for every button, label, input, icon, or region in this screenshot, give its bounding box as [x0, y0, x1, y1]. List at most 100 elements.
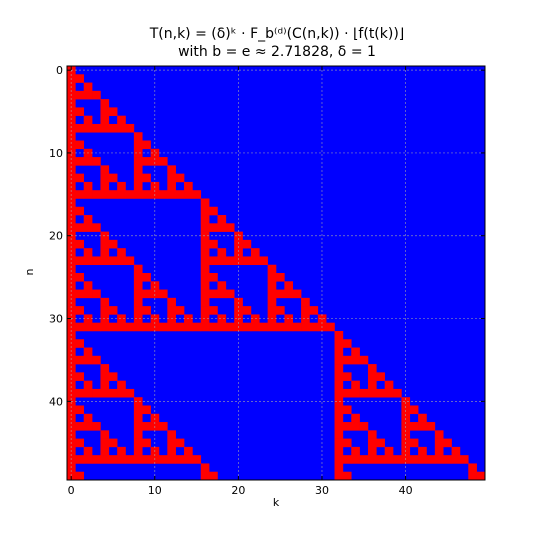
- heatmap-cell: [200, 223, 210, 232]
- heatmap-cell: [100, 430, 110, 439]
- heatmap-cell: [150, 289, 160, 299]
- heatmap-cell: [209, 471, 218, 481]
- heatmap-cell: [133, 264, 143, 274]
- heatmap-cell: [192, 455, 202, 464]
- heatmap-cell: [250, 256, 260, 266]
- heatmap-cell: [108, 438, 118, 448]
- heatmap-cell: [75, 339, 85, 348]
- heatmap-cell: [418, 422, 427, 431]
- heatmap-cell: [276, 273, 285, 282]
- heatmap-cell: [434, 438, 444, 448]
- heatmap-cell: [83, 355, 93, 365]
- heatmap-cell: [117, 190, 126, 199]
- heatmap-cell: [225, 256, 235, 266]
- heatmap-cell: [100, 248, 110, 257]
- heatmap-cell: [309, 322, 319, 332]
- heatmap-cell: [92, 157, 101, 166]
- heatmap-cell: [242, 322, 252, 332]
- heatmap-cell: [108, 190, 118, 199]
- heatmap-cell: [133, 281, 143, 290]
- heatmap-cell: [142, 190, 151, 199]
- heatmap-cell: [108, 256, 118, 266]
- heatmap-cell: [108, 123, 118, 133]
- heatmap-cell: [167, 430, 176, 439]
- heatmap-cell: [142, 157, 151, 166]
- heatmap-cell: [342, 339, 352, 348]
- heatmap-cell: [83, 281, 93, 290]
- heatmap-cell: [133, 422, 143, 431]
- heatmap-cell: [209, 256, 218, 266]
- heatmap-cell: [250, 322, 260, 332]
- heatmap-cell: [334, 355, 344, 365]
- heatmap-cell: [100, 372, 110, 381]
- heatmap-cell: [167, 173, 176, 183]
- heatmap-cell: [75, 306, 85, 315]
- heatmap-cell: [75, 140, 85, 150]
- plot-frame: [66, 65, 486, 481]
- heatmap-cell: [83, 190, 93, 199]
- heatmap-cell: [267, 289, 277, 299]
- heatmap-cell: [401, 405, 411, 415]
- heatmap-cell: [142, 405, 151, 415]
- heatmap-cell: [267, 306, 277, 315]
- heatmap-cell: [133, 190, 143, 199]
- heatmap-cell: [192, 322, 202, 332]
- heatmap-cell: [92, 388, 101, 398]
- heatmap-cell: [133, 306, 143, 315]
- heatmap-cell: [393, 455, 402, 464]
- heatmap-cell: [133, 289, 143, 299]
- heatmap-cell: [158, 289, 168, 299]
- heatmap-cell: [117, 181, 126, 191]
- y-tick-label: 30: [49, 313, 63, 326]
- heatmap-cell: [217, 248, 227, 257]
- heatmap-cell: [434, 455, 444, 464]
- heatmap-cell: [100, 107, 110, 116]
- heatmap-cell: [100, 239, 110, 249]
- heatmap-cell: [158, 322, 168, 332]
- heatmap-cell: [342, 438, 352, 448]
- heatmap-cell: [108, 455, 118, 464]
- heatmap-cell: [133, 173, 143, 183]
- heatmap-cell: [334, 446, 344, 456]
- heatmap-cell: [334, 455, 344, 464]
- heatmap-cell: [276, 289, 285, 299]
- heatmap-cell: [217, 256, 227, 266]
- heatmap-cell: [209, 273, 218, 282]
- heatmap-cell: [351, 355, 360, 365]
- heatmap-cell: [284, 281, 294, 290]
- heatmap-cell: [108, 306, 118, 315]
- heatmap-cell: [334, 430, 344, 439]
- heatmap-cell: [409, 438, 419, 448]
- heatmap-cell: [351, 446, 360, 456]
- heatmap-cell: [100, 256, 110, 266]
- heatmap-cell: [83, 123, 93, 133]
- heatmap-cell: [100, 306, 110, 315]
- heatmap-cell: [117, 455, 126, 464]
- heatmap-cell: [92, 123, 101, 133]
- heatmap-cell: [133, 314, 143, 323]
- heatmap-cell: [75, 157, 85, 166]
- heatmap-cell: [100, 165, 110, 174]
- heatmap-cell: [67, 157, 76, 166]
- heatmap-cell: [351, 422, 360, 431]
- heatmap-cell: [234, 248, 243, 257]
- heatmap-cell: [301, 314, 310, 323]
- heatmap-cell: [351, 380, 360, 390]
- heatmap-cell: [100, 297, 110, 307]
- heatmap-cell: [67, 388, 76, 398]
- heatmap-cell: [117, 248, 126, 257]
- heatmap-cell: [200, 231, 210, 241]
- heatmap-cell: [75, 471, 85, 481]
- y-tick-label: 40: [49, 395, 63, 408]
- heatmap-cell: [83, 388, 93, 398]
- heatmap-cell: [367, 380, 377, 390]
- heatmap-cell: [351, 347, 360, 357]
- heatmap-cell: [67, 173, 76, 183]
- y-axis: 0 10 20 30 40: [49, 64, 485, 408]
- heatmap-cell: [175, 306, 185, 315]
- heatmap-cell: [367, 446, 377, 456]
- x-tick-label: 0: [68, 484, 75, 497]
- heatmap-cell: [376, 372, 385, 381]
- heatmap-cell: [100, 99, 110, 108]
- heatmap-cell: [83, 322, 93, 332]
